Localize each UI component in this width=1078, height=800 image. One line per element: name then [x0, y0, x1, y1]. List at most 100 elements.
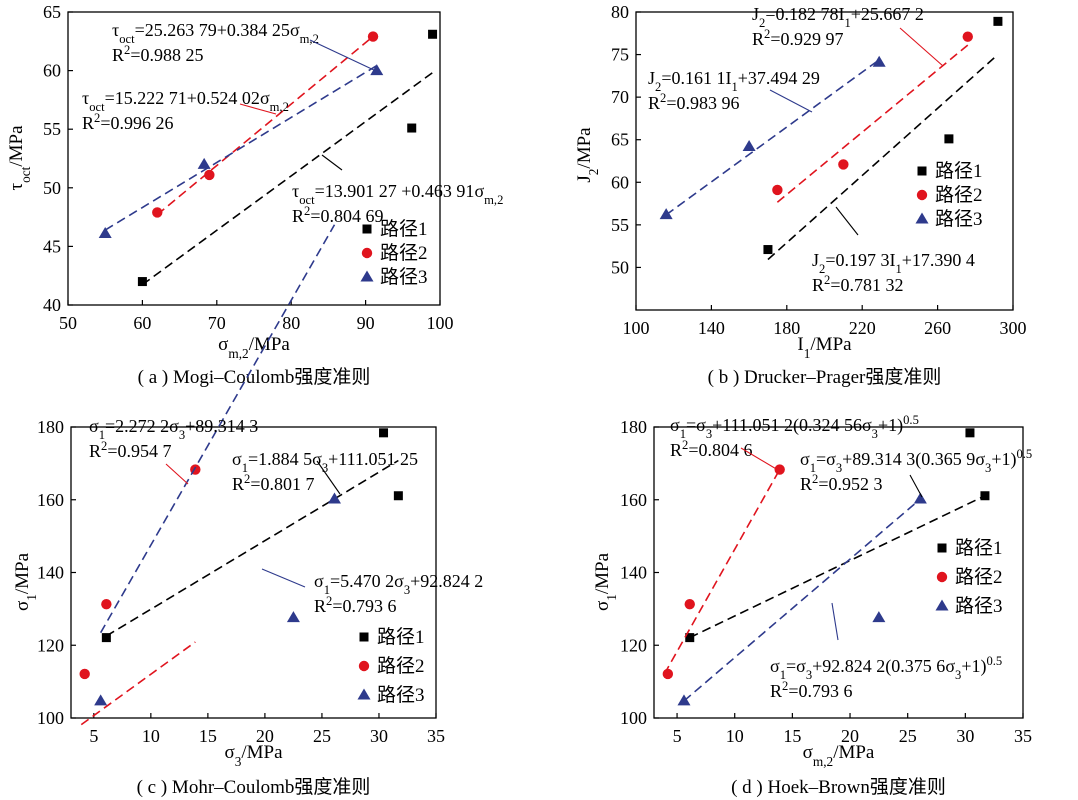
- series-3: 路径3: [94, 224, 425, 706]
- x-tick-label: 260: [924, 318, 951, 338]
- y-axis-label: σ1/MPa: [592, 552, 619, 611]
- data-point: [79, 668, 90, 680]
- data-point: [152, 207, 163, 218]
- y-tick-label: 140: [620, 563, 647, 583]
- y-tick-label: 45: [43, 236, 61, 256]
- series-2: 路径2: [772, 31, 983, 206]
- r-squared-text: R2=0.929 97: [752, 27, 843, 49]
- legend-marker: [915, 212, 929, 224]
- x-axis-label: σ3/MPa: [224, 742, 283, 769]
- fit-equation-annotation: J2=0.182 78I1+25.667 2R2=0.929 97: [752, 4, 944, 67]
- legend-marker: [361, 247, 373, 259]
- data-point: [137, 277, 147, 287]
- data-point: [980, 491, 990, 501]
- data-point: [684, 598, 695, 610]
- fit-line-3: [683, 498, 921, 702]
- data-point: [204, 169, 215, 181]
- y-tick-label: 65: [43, 2, 61, 22]
- equation-text: τoct=25.263 79+0.384 25σm,2: [112, 20, 319, 46]
- legend-marker: [916, 189, 928, 201]
- r-squared-text: R2=0.952 3: [800, 472, 882, 494]
- y-tick-label: 55: [611, 215, 629, 235]
- legend-label: 路径3: [935, 208, 983, 230]
- x-tick-label: 180: [773, 318, 800, 338]
- legend-label: 路径3: [955, 595, 1003, 617]
- fit-equation-annotation: τoct=25.263 79+0.384 25σm,2R2=0.988 25: [112, 20, 377, 72]
- legend-marker: [937, 543, 947, 553]
- y-tick-label: 120: [37, 635, 64, 655]
- plot-frame: [67, 11, 441, 306]
- data-point: [993, 16, 1003, 26]
- fit-line-3: [665, 59, 880, 216]
- data-point: [913, 492, 927, 504]
- r-squared-text: R2=0.988 25: [112, 43, 203, 65]
- x-tick-label: 60: [133, 313, 151, 333]
- annotation-leader: [899, 27, 944, 67]
- legend-marker: [357, 688, 371, 700]
- equation-text: J2=0.182 78I1+25.667 2: [752, 4, 924, 30]
- y-tick-label: 60: [43, 61, 61, 81]
- panel-caption: ( a ) Mogi–Coulomb强度准则: [138, 366, 371, 388]
- fit-line-2: [156, 35, 374, 216]
- fit-equation-annotation: σ1=2.272 2σ3+89.314 3R2=0.954 7: [89, 416, 258, 485]
- x-tick-label: 25: [899, 726, 917, 746]
- y-tick-label: 65: [611, 130, 629, 150]
- r-squared-text: R2=0.793 6: [770, 679, 852, 701]
- data-point: [662, 668, 674, 680]
- legend-label: 路径1: [955, 537, 1003, 559]
- x-tick-label: 20: [841, 726, 859, 746]
- x-tick-label: 15: [783, 726, 801, 746]
- legend-label: 路径2: [935, 184, 983, 206]
- annotation-leader: [831, 602, 839, 641]
- x-tick-label: 25: [313, 726, 331, 746]
- equation-text: τoct=15.222 71+0.524 02σm,2: [82, 88, 289, 114]
- r-squared-text: R2=0.793 6: [314, 594, 396, 616]
- r-squared-text: R2=0.804 69: [292, 204, 383, 226]
- chart-panel-d: 5 10 15 20 25 30 35 100 120 140 160 180 σm,2/MPa σ1/M…: [592, 413, 1032, 798]
- legend-label: 路径1: [935, 160, 983, 182]
- data-point: [101, 633, 111, 643]
- data-point: [772, 184, 783, 196]
- annotation-leader: [909, 474, 923, 498]
- y-tick-label: 40: [43, 295, 61, 315]
- x-axis-label: σm,2/MPa: [803, 742, 875, 769]
- annotation-leader: [835, 206, 859, 236]
- legend-label: 路径1: [377, 626, 425, 648]
- y-tick-label: 120: [620, 635, 647, 655]
- plot-frame: [635, 11, 1014, 311]
- data-point: [774, 464, 785, 475]
- y-tick-label: 50: [43, 178, 61, 198]
- r-squared-text: R2=0.804 6: [670, 438, 752, 460]
- fit-equation-annotation: τoct=13.901 27 +0.463 91σm,2R2=0.804 69: [292, 154, 503, 226]
- legend-label: 路径2: [955, 566, 1003, 588]
- y-axis-label: τoct/MPa: [6, 125, 33, 191]
- annotation-leader: [165, 463, 189, 485]
- fit-line-2: [80, 641, 196, 726]
- legend-marker: [359, 632, 369, 642]
- x-tick-label: 30: [370, 726, 388, 746]
- x-axis-label: I1/MPa: [797, 334, 852, 361]
- annotation-leader: [316, 460, 341, 495]
- fit-line-1: [105, 459, 399, 637]
- data-point: [286, 611, 300, 623]
- r-squared-text: R2=0.781 32: [812, 273, 903, 295]
- data-point: [838, 159, 849, 170]
- chart-panel-a: 50 60 70 80 90 100 40 45 50 55 60 65 σm,2/MPa τoct/MP…: [6, 2, 503, 388]
- legend-marker: [935, 599, 949, 611]
- y-axis-label: J2/MPa: [574, 127, 601, 183]
- r-squared-text: R2=0.801 7: [232, 472, 314, 494]
- x-tick-label: 10: [142, 726, 160, 746]
- data-point: [659, 208, 673, 220]
- x-tick-label: 35: [427, 726, 445, 746]
- legend-marker: [360, 270, 374, 282]
- data-point: [101, 598, 112, 610]
- y-tick-label: 160: [620, 490, 647, 510]
- equation-text: σ1=σ3+111.051 2(0.324 56σ3+1)0.5: [670, 413, 919, 441]
- series-3: 路径3: [677, 492, 1003, 706]
- equation-text: σ1=5.470 2σ3+92.824 2: [314, 571, 483, 597]
- fit-line-1: [141, 71, 434, 286]
- r-squared-text: R2=0.996 26: [82, 111, 173, 133]
- r-squared-text: R2=0.983 96: [648, 91, 739, 113]
